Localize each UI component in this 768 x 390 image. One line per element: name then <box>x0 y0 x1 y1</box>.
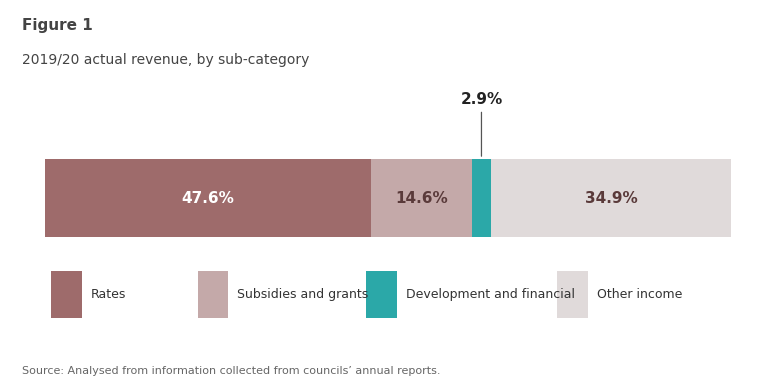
Text: 14.6%: 14.6% <box>395 191 448 206</box>
Text: Rates: Rates <box>91 288 126 301</box>
Bar <box>197 271 228 318</box>
Text: 2019/20 actual revenue, by sub-category: 2019/20 actual revenue, by sub-category <box>22 53 309 67</box>
Bar <box>372 159 472 238</box>
Text: Subsidies and grants: Subsidies and grants <box>237 288 369 301</box>
Bar <box>557 271 588 318</box>
Text: Other income: Other income <box>597 288 682 301</box>
Bar <box>51 271 81 318</box>
Text: Development and financial: Development and financial <box>406 288 574 301</box>
Bar <box>45 159 372 238</box>
Text: Source: Analysed from information collected from councils’ annual reports.: Source: Analysed from information collec… <box>22 366 440 376</box>
Bar <box>472 159 492 238</box>
Bar <box>366 271 397 318</box>
Text: 34.9%: 34.9% <box>584 191 637 206</box>
Text: Figure 1: Figure 1 <box>22 18 92 32</box>
Text: 47.6%: 47.6% <box>182 191 234 206</box>
Bar <box>492 159 730 238</box>
Text: 2.9%: 2.9% <box>460 92 502 156</box>
